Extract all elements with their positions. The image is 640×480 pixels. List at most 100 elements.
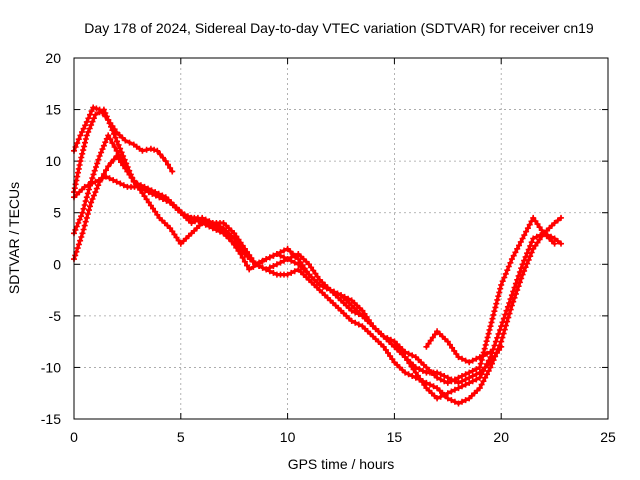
x-tick-label: 5 [177,429,185,445]
data-point [508,302,515,309]
x-tick-label: 10 [280,429,296,445]
data-point [527,242,534,249]
data-point [273,261,280,268]
data-point [96,153,103,159]
data-point [192,216,198,223]
data-point [469,367,476,374]
data-point [476,354,483,361]
data-point [519,235,526,242]
data-point [82,136,89,142]
x-tick-label: 15 [387,429,403,445]
data-point [507,259,514,266]
data-point [501,274,508,281]
data-point [477,360,484,367]
data-point [288,269,295,276]
x-tick-label: 20 [493,429,509,445]
data-point [348,318,355,324]
data-point [496,346,503,353]
data-point [516,242,522,249]
data-point [498,343,505,350]
data-point [213,226,220,233]
data-point [453,351,460,357]
data-point [348,307,355,314]
data-point [163,197,170,204]
data-point [213,221,220,228]
data-point [184,213,191,220]
data-point [492,304,499,311]
data-point [154,147,161,154]
data-point [444,338,451,345]
data-point [505,314,512,321]
data-point [518,275,525,282]
data-point [284,256,291,263]
data-point [120,162,127,169]
data-point [188,220,195,226]
data-point [128,174,135,181]
data-point [455,385,462,392]
data-point [451,347,458,354]
data-point [530,214,537,221]
data-point [484,350,490,357]
data-point [98,149,105,156]
data-point [451,386,458,393]
data-point [72,226,79,233]
data-point [493,300,500,307]
data-point [532,218,539,224]
data-point [138,185,145,192]
data-point [444,374,451,381]
data-point [291,259,298,266]
data-point [167,225,174,232]
data-point [524,225,531,232]
data-point [486,326,493,333]
data-point [434,369,441,376]
plot-frame [73,57,609,420]
data-point [534,221,541,228]
data-point [480,378,487,385]
data-point [152,192,159,199]
data-point [90,104,97,111]
chart-title: Day 178 of 2024, Sidereal Day-to-day VTE… [84,20,594,36]
data-point [165,161,171,168]
data-point [515,283,522,290]
data-point [87,203,93,210]
data-point [142,187,149,194]
series-layer [71,104,565,407]
data-point [466,359,473,366]
data-point [109,127,116,134]
data-point [145,199,152,206]
data-point [120,182,127,189]
data-point [494,334,501,341]
data-point [412,369,419,376]
data-point [476,374,483,381]
data-point [81,222,88,229]
data-point [256,259,263,266]
data-point [244,262,250,269]
data-point [91,167,98,174]
data-point [92,178,99,185]
data-point [558,240,565,247]
data-point [481,345,488,352]
data-point [419,367,426,374]
data-point [352,319,359,326]
data-point [108,159,114,166]
data-point [355,321,362,328]
data-point [167,165,174,171]
data-point [90,171,97,178]
data-point [143,196,150,203]
data-point [177,209,184,216]
data-point [473,366,480,373]
data-point [430,383,437,390]
data-point [89,175,96,182]
data-point [507,306,514,313]
data-point [171,231,178,238]
data-point [423,379,430,386]
data-point [81,202,88,208]
data-point [112,134,119,141]
data-point [149,190,156,197]
data-point [84,190,91,197]
data-point [484,334,491,341]
data-point [316,281,323,288]
data-point [107,136,114,143]
data-point [288,257,295,264]
